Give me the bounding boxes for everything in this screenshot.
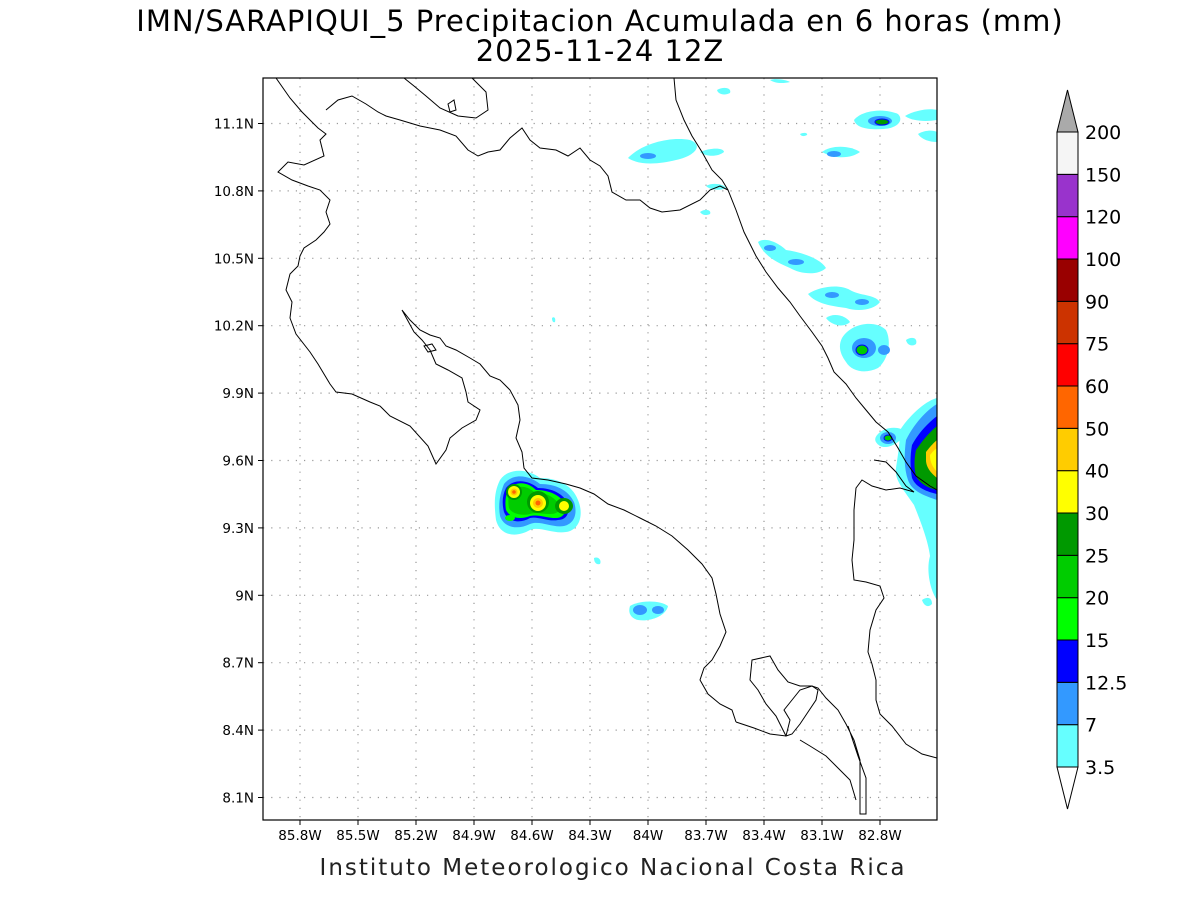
longitude-tick-labels: 85.8W 85.5W 85.2W 84.9W 84.6W 84.3W 84W 83.7W 83… bbox=[278, 820, 902, 844]
lat-tick-label: 8.4N bbox=[222, 723, 254, 739]
colorbar-bin bbox=[1056, 343, 1079, 387]
colorbar-level-label: 75 bbox=[1085, 334, 1109, 356]
lon-tick-label: 84W bbox=[633, 828, 664, 844]
colorbar-level-label: 90 bbox=[1085, 291, 1109, 313]
colorbar-max-arrow bbox=[1056, 89, 1079, 133]
map-title: IMN/SARAPIQUI_5 Precipitacion Acumulada … bbox=[136, 4, 1064, 38]
lat-tick-label: 9.3N bbox=[222, 521, 254, 537]
colorbar-level-label: 200 bbox=[1085, 122, 1121, 144]
colorbar-bin bbox=[1056, 724, 1079, 768]
lat-tick-label: 8.7N bbox=[222, 656, 254, 672]
precipitation-field bbox=[494, 79, 937, 621]
colorbar-bin bbox=[1056, 258, 1079, 302]
colorbar-level-label: 15 bbox=[1085, 630, 1109, 652]
colorbar-level-label: 3.5 bbox=[1085, 757, 1115, 779]
lon-tick-label: 82.8W bbox=[858, 828, 901, 844]
colorbar-bin bbox=[1056, 554, 1079, 599]
colorbar-level-label: 25 bbox=[1085, 545, 1109, 567]
colorbar-level-label: 100 bbox=[1085, 249, 1121, 271]
colorbar-bin bbox=[1056, 385, 1079, 429]
lat-tick-label: 10.2N bbox=[214, 319, 254, 335]
lon-tick-label: 84.9W bbox=[452, 828, 495, 844]
lon-tick-label: 85.5W bbox=[336, 828, 379, 844]
map-subtitle: 2025-11-24 12Z bbox=[475, 34, 725, 68]
colorbar-level-label: 7 bbox=[1085, 715, 1097, 737]
lon-tick-label: 85.8W bbox=[278, 828, 321, 844]
colorbar-level-label: 60 bbox=[1085, 376, 1109, 398]
lon-tick-label: 84.3W bbox=[568, 828, 611, 844]
colorbar-level-label: 30 bbox=[1085, 503, 1109, 525]
lat-tick-label: 8.1N bbox=[222, 791, 254, 807]
graticule bbox=[263, 78, 937, 820]
colorbar: 3.5 7 12.5 15 20 25 30 40 50 60 75 90 100 120 150 200 bbox=[1056, 89, 1127, 810]
lat-tick-label: 10.5N bbox=[214, 251, 254, 267]
colorbar-bin bbox=[1056, 427, 1079, 472]
colorbar-level-label: 50 bbox=[1085, 418, 1109, 440]
lon-tick-label: 83.4W bbox=[742, 828, 785, 844]
coastline bbox=[275, 78, 937, 815]
colorbar-level-label: 40 bbox=[1085, 461, 1109, 483]
latitude-tick-labels: 11.1N 10.8N 10.5N 10.2N 9.9N 9.6N 9.3N 9N 8.7N 8.… bbox=[214, 117, 263, 807]
map-frame bbox=[262, 77, 938, 821]
colorbar-bin bbox=[1056, 300, 1079, 345]
lat-tick-label: 9.9N bbox=[222, 386, 254, 402]
lon-tick-label: 85.2W bbox=[394, 828, 437, 844]
colorbar-level-label: 150 bbox=[1085, 164, 1121, 186]
lat-tick-label: 11.1N bbox=[214, 117, 254, 133]
colorbar-bin bbox=[1056, 470, 1079, 514]
colorbar-bin bbox=[1056, 639, 1079, 683]
lon-tick-label: 84.6W bbox=[510, 828, 553, 844]
lat-tick-label: 9N bbox=[235, 588, 254, 604]
colorbar-bin bbox=[1056, 681, 1079, 726]
colorbar-bin bbox=[1056, 131, 1079, 175]
lon-tick-label: 83.7W bbox=[684, 828, 727, 844]
lon-tick-label: 83.1W bbox=[800, 828, 843, 844]
colorbar-level-label: 20 bbox=[1085, 588, 1109, 610]
lat-tick-label: 9.6N bbox=[222, 454, 254, 470]
colorbar-level-label: 12.5 bbox=[1085, 672, 1127, 694]
colorbar-bin bbox=[1056, 216, 1079, 260]
colorbar-bin bbox=[1056, 597, 1079, 641]
colorbar-min-arrow bbox=[1056, 766, 1079, 810]
colorbar-level-label: 120 bbox=[1085, 207, 1121, 229]
colorbar-bin bbox=[1056, 173, 1079, 218]
lat-tick-label: 10.8N bbox=[214, 184, 254, 200]
footer-credit: Instituto Meteorologico Nacional Costa R… bbox=[319, 855, 907, 881]
colorbar-bin bbox=[1056, 512, 1079, 556]
